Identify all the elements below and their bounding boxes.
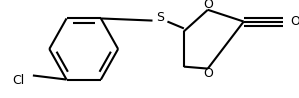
Text: O: O [203,68,213,80]
Text: Cl: Cl [12,74,24,87]
Text: S: S [156,11,164,24]
Text: O: O [290,15,299,28]
Text: O: O [203,0,213,11]
